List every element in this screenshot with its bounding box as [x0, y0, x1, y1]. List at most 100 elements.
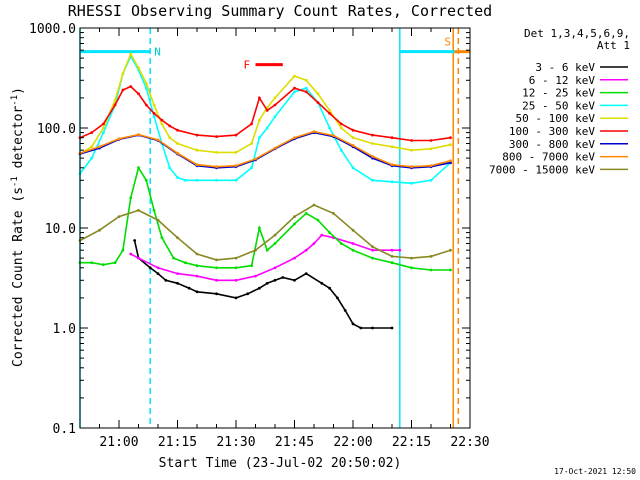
data-point [304, 86, 308, 90]
data-point [176, 236, 179, 240]
data-point [304, 78, 308, 82]
data-point [371, 248, 374, 252]
data-point [304, 248, 308, 252]
data-point [254, 274, 257, 278]
data-point [168, 124, 172, 128]
data-point [410, 139, 413, 142]
chart-title: RHESSI Observing Summary Count Rates, Co… [68, 2, 492, 20]
data-point [133, 239, 137, 242]
data-point [234, 256, 238, 260]
data-point [152, 103, 156, 107]
data-point [121, 72, 125, 75]
data-point [183, 178, 187, 182]
data-point [215, 135, 218, 139]
data-point [102, 263, 105, 267]
data-point [429, 255, 433, 258]
data-point [137, 209, 140, 212]
data-point [304, 212, 308, 215]
y-tick-label: 1000.0 [29, 22, 76, 37]
data-point [129, 196, 133, 200]
data-point [234, 133, 238, 137]
data-point [351, 166, 355, 170]
night-flag-label: N [154, 46, 161, 59]
series-line [130, 234, 400, 282]
data-point [273, 266, 277, 270]
series-line [79, 85, 451, 142]
series-line [79, 52, 451, 155]
y-axis-title: Corrected Count Rate (s-1 detector-1) [10, 87, 26, 367]
data-point [351, 322, 355, 326]
data-point [168, 136, 172, 140]
series-8 [78, 203, 452, 262]
data-point [195, 274, 199, 278]
data-point [304, 90, 308, 94]
x-tick-label: 21:15 [158, 435, 197, 450]
data-point [304, 272, 308, 275]
data-point [90, 156, 94, 160]
flare-flag-label: F [244, 59, 251, 72]
data-point [390, 136, 394, 140]
data-point [258, 96, 261, 100]
data-point [148, 266, 152, 270]
data-point [429, 164, 433, 168]
data-point [351, 136, 355, 140]
data-point [351, 228, 355, 232]
data-point [176, 272, 179, 275]
data-point [250, 264, 254, 268]
data-point [129, 52, 133, 56]
data-point [195, 178, 199, 182]
data-point [168, 166, 172, 170]
data-point [90, 131, 94, 135]
data-point [160, 122, 164, 126]
x-tick-label: 21:45 [275, 435, 314, 450]
data-point [90, 145, 94, 149]
data-point [102, 131, 105, 135]
data-point [121, 88, 125, 92]
data-point [316, 218, 320, 222]
data-point [371, 155, 374, 158]
data-point [137, 92, 140, 96]
x-tick-label: 22:30 [450, 435, 489, 450]
data-point [273, 103, 277, 107]
data-point [293, 222, 296, 226]
data-point [320, 281, 324, 285]
data-point [246, 292, 250, 296]
data-point [156, 138, 160, 142]
series-line [79, 130, 451, 168]
legend-entry-label: 25 - 50 keV [522, 99, 595, 112]
data-point [449, 268, 452, 272]
data-point [273, 278, 277, 282]
data-point [113, 98, 117, 102]
data-point [250, 142, 254, 145]
data-point [273, 96, 277, 100]
legend-entry-label: 100 - 300 keV [509, 125, 595, 138]
data-point [449, 248, 452, 252]
data-point [160, 118, 164, 122]
data-point [144, 81, 148, 85]
data-point [258, 118, 261, 122]
data-point [273, 146, 277, 150]
data-point [351, 128, 355, 132]
data-point [137, 256, 140, 260]
data-point [195, 133, 199, 137]
legend-entry-label: 12 - 25 keV [522, 87, 595, 100]
data-point [339, 122, 343, 126]
data-point [195, 252, 199, 256]
data-point [410, 256, 413, 260]
legend-entry-label: 7000 - 15000 keV [489, 163, 595, 176]
data-point [293, 74, 296, 78]
data-point [410, 181, 413, 185]
x-tick-label: 21:30 [216, 435, 255, 450]
saa-flag-label: S [444, 36, 451, 49]
data-point [398, 248, 402, 252]
series-line [80, 165, 451, 271]
data-point [258, 226, 261, 230]
data-point [429, 178, 433, 182]
data-point [129, 252, 133, 256]
data-point [164, 278, 168, 282]
data-point [449, 143, 452, 147]
data-point [328, 112, 331, 115]
data-point [336, 296, 339, 300]
